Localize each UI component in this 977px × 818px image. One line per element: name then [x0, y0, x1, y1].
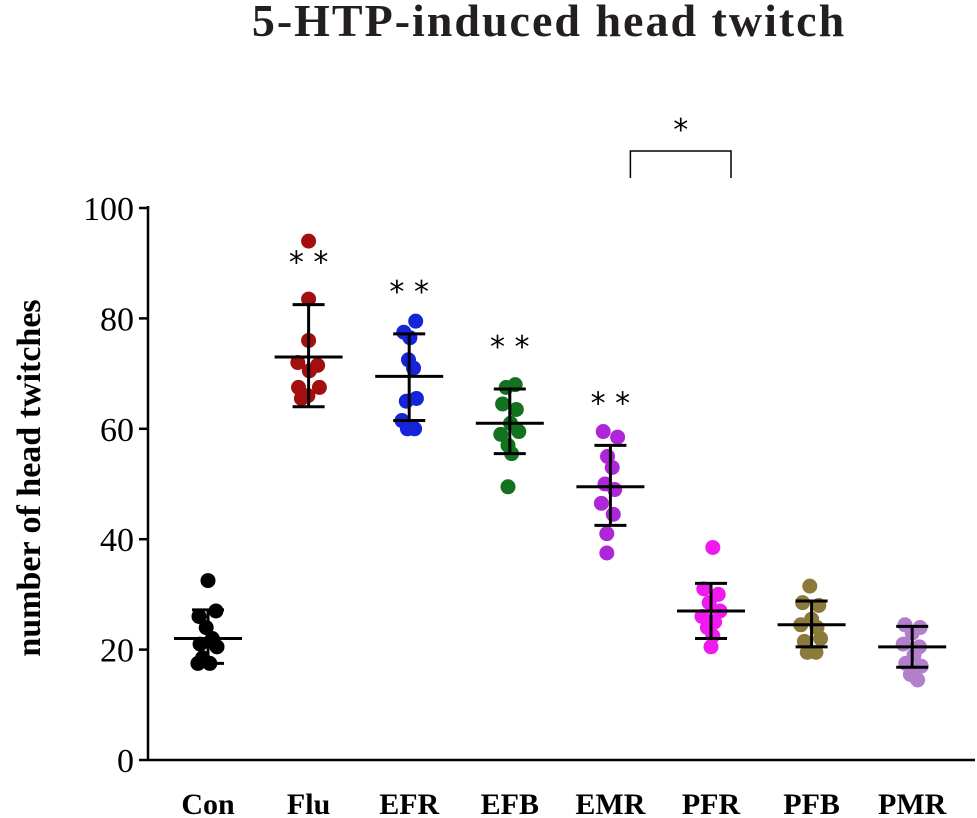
error-bar — [878, 624, 947, 669]
data-point — [407, 421, 423, 437]
error-bars — [174, 303, 947, 669]
data-point — [705, 539, 721, 555]
data-point — [813, 631, 829, 647]
data-point — [802, 578, 818, 594]
data-point — [511, 424, 527, 440]
x-tick-label: EFB — [481, 788, 539, 818]
data-point — [604, 459, 620, 475]
data-point — [192, 636, 208, 652]
data-points — [190, 233, 929, 688]
significance-markers: * * * * * * * * — [289, 246, 630, 422]
data-point — [200, 573, 216, 589]
comparison-bracket-line — [629, 150, 732, 178]
error-bar — [576, 443, 645, 527]
data-point — [495, 396, 511, 412]
data-point — [808, 644, 824, 660]
data-point — [795, 595, 811, 611]
data-point — [696, 581, 712, 597]
comparison-bracket: * — [629, 113, 732, 178]
axes — [146, 206, 975, 762]
x-axis-ticks: Con Flu EFR EFB EMR PFR PFB PMR — [181, 788, 946, 818]
data-point — [301, 233, 317, 249]
y-tick-label: 80 — [100, 301, 134, 338]
data-point — [599, 545, 615, 561]
data-point — [595, 424, 611, 440]
data-point — [209, 639, 225, 655]
data-point — [910, 672, 926, 688]
y-tick-label: 0 — [117, 743, 134, 780]
data-point — [500, 479, 516, 495]
comparison-label: * — [673, 113, 688, 148]
data-point — [701, 595, 717, 611]
y-tick-label: 40 — [100, 522, 134, 559]
error-bar — [174, 608, 242, 665]
error-bar — [475, 387, 544, 456]
error-bar — [777, 599, 846, 649]
x-tick-label: EFR — [379, 788, 439, 818]
data-point — [493, 426, 509, 442]
x-tick-label: PFR — [682, 788, 741, 818]
x-tick-label: PMR — [878, 788, 947, 818]
data-point — [610, 429, 626, 445]
data-point — [605, 506, 621, 522]
error-bar — [375, 332, 444, 423]
x-tick-label: PFB — [783, 788, 840, 818]
y-tick-label: 60 — [100, 412, 134, 449]
data-point — [703, 639, 719, 655]
data-point — [191, 608, 207, 624]
y-tick-label: 100 — [83, 191, 134, 228]
data-point — [293, 390, 309, 406]
data-point — [508, 401, 524, 417]
data-point — [290, 355, 306, 371]
error-bar — [677, 581, 745, 641]
x-tick-label: Con — [181, 788, 235, 818]
x-tick-label: Flu — [287, 788, 330, 818]
significance-label: * * — [591, 386, 631, 421]
significance-label: * * — [289, 246, 329, 281]
data-point — [301, 291, 317, 307]
significance-label: * * — [389, 275, 429, 310]
y-axis-ticks: 0 20 40 60 80 100 — [83, 191, 148, 780]
x-tick-label: EMR — [575, 788, 645, 818]
data-point — [895, 636, 911, 652]
data-point — [599, 526, 615, 542]
data-point — [408, 313, 424, 329]
data-point — [311, 379, 327, 395]
error-bar — [274, 303, 343, 409]
data-point — [198, 620, 214, 636]
data-point — [408, 390, 424, 406]
significance-label: * * — [490, 330, 530, 365]
y-tick-label: 20 — [100, 633, 134, 670]
chart-title: 5-HTP-induced head twitch — [252, 0, 846, 46]
data-point — [593, 495, 609, 511]
y-axis-title: number of head twitches — [11, 299, 48, 656]
